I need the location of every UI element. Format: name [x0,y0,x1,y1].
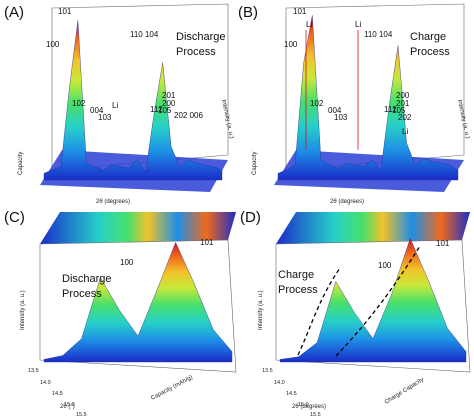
x-tick: 13.5 [262,368,273,374]
panel-a-surface [43,20,223,181]
peak-label: Li [112,101,118,110]
peak-label: 101 [436,239,450,248]
peak-label: 102 [72,99,86,108]
panel-d-ylabel: Intensity (a. u.) [258,290,264,330]
peak-label: 103 [334,113,348,122]
peak-label: 103 [98,113,112,122]
x-tick: 15.0 [64,402,75,408]
panel-c-process-line2: Process [62,288,102,300]
panel-d-process-line1: Charge [278,269,314,281]
peak-label: 201 [396,99,410,108]
x-tick: 14.0 [274,380,285,386]
peak-label: 101 [58,7,72,16]
panel-d-xlabel: 2θ (degrees) [292,404,326,410]
trend-arrow [297,267,341,356]
peak-label: 201 [162,91,176,100]
peak-label: 100 [120,258,134,267]
peak-label: 004 [90,106,104,115]
peak-label: Li [355,20,361,29]
panel-a-xlabel: 2θ (degrees) [96,199,130,205]
peak-label: 200 [396,91,410,100]
panel-d: (D) Charge Process 100 101 13.5 14.0 14.… [240,209,471,418]
panel-d-zlabel: Charge Capacity [384,377,425,406]
panel-b-letter: (B) [238,4,258,21]
peak-label: 004 [328,106,342,115]
panel-a-process-line1: Discharge [176,31,226,43]
x-tick: 14.0 [40,380,51,386]
peak-label: 200 [162,99,176,108]
peak-label: 112 [384,105,397,114]
peak-label: 110 104 [364,30,393,39]
peak-label: Li [402,127,408,136]
panel-b-xlabel: 2θ (degrees) [330,199,364,205]
panel-b-process-line1: Charge [410,31,446,43]
panel-d-letter: (D) [240,209,261,226]
peak-label: 112 [150,105,163,114]
peak-label: 101 [293,7,307,16]
peak-label: 202 [398,113,412,122]
panel-c: (C) Discharge Process 100 101 13.5 14.0 … [4,209,237,418]
panel-d-surface [279,237,467,363]
peak-label: 202 006 [174,111,203,120]
panel-d-frame [275,239,471,373]
panel-a-zlabel: Capacity [18,152,24,175]
panel-c-surface [43,241,233,363]
panel-a-process-line2: Process [176,46,216,58]
peak-label: 105 [158,106,172,115]
peak-label: 105 [392,106,406,115]
panel-b: (B) Charge Process 100 101 Li 102 004 10… [238,3,470,205]
peak-label: 100 [378,261,392,270]
panel-a-frame [51,3,229,171]
panel-a-letter: (A) [4,4,24,21]
panel-c-xlabel: 2θ (°) [60,404,75,410]
x-tick: 15.5 [310,412,321,418]
x-tick: 15.5 [76,412,87,418]
peak-label: 100 [46,40,60,49]
panel-c-top-map [40,212,236,244]
peak-label: 110 104 [130,30,159,39]
panel-b-process-line2: Process [410,46,450,58]
peak-label: 102 [310,99,324,108]
panel-c-zlabel: Capacity (mAh/g) [150,375,194,402]
panel-c-letter: (C) [4,209,25,226]
panel-d-process-line2: Process [278,284,318,296]
peak-label: Li [306,20,312,29]
panel-b-surface [277,15,459,181]
panel-b-ylabel: Intensity (a. u.) [456,99,470,139]
panel-c-process-line1: Discharge [62,273,112,285]
peak-label: 100 [284,40,298,49]
trend-arrow [335,245,421,357]
panel-d-top-map [276,212,470,244]
x-tick: 13.5 [28,368,39,374]
panel-b-zlabel: Capacity [252,152,258,175]
panel-b-frame [285,3,465,171]
panel-c-frame [39,239,237,373]
panel-a: (A) Discharge Process 100 101 102 004 10… [4,3,234,205]
x-tick: 14.5 [286,391,297,397]
panel-a-ylabel: Intensity (a. u.) [220,99,234,139]
peak-label: 101 [200,238,214,247]
panel-c-ylabel: Intensity (a. u.) [20,290,26,330]
x-tick: 15.0 [298,402,309,408]
x-tick: 14.5 [52,391,63,397]
